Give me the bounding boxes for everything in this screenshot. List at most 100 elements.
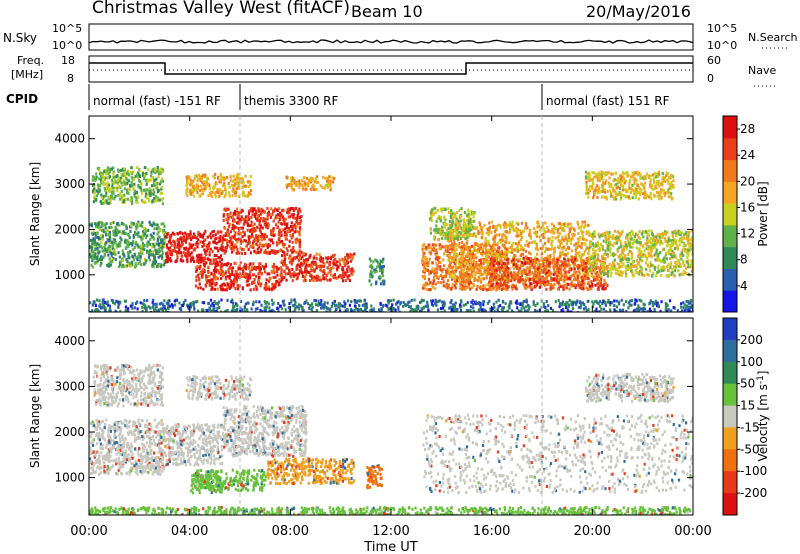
- power-cell: [581, 275, 584, 279]
- power-cell: [534, 284, 537, 288]
- power-cell: [301, 179, 304, 183]
- power-cell: [596, 282, 599, 286]
- power-cell: [109, 167, 112, 171]
- power-cell: [448, 239, 451, 243]
- power-cell: [511, 220, 514, 224]
- power-cell: [199, 240, 202, 244]
- power-cell: [207, 279, 210, 283]
- power-cell: [236, 285, 240, 289]
- power-cell: [122, 168, 125, 172]
- power-cell: [296, 273, 299, 277]
- power-cell: [584, 267, 587, 271]
- power-cell: [108, 195, 111, 199]
- power-cell: [560, 260, 563, 263]
- power-cell: [319, 256, 322, 260]
- power-cell: [117, 244, 120, 248]
- power-cell: [460, 263, 463, 267]
- power-cell: [348, 255, 351, 259]
- power-cell: [545, 287, 548, 291]
- power-cell: [165, 243, 169, 247]
- power-cell: [545, 282, 548, 286]
- power-cell: [429, 288, 432, 292]
- power-cell: [563, 273, 566, 277]
- power-cell: [257, 279, 260, 283]
- power-cell: [450, 247, 453, 251]
- power-cell: [285, 264, 288, 268]
- power-cell: [448, 237, 451, 241]
- power-cell: [603, 287, 606, 291]
- power-cell: [213, 176, 216, 180]
- power-cell: [108, 250, 111, 254]
- power-cell: [422, 275, 425, 279]
- power-cell: [553, 246, 556, 250]
- power-cell: [477, 275, 480, 279]
- power-cell: [190, 256, 193, 260]
- power-cell: [126, 188, 129, 192]
- power-cell: [285, 175, 288, 179]
- power-cell: [505, 238, 508, 242]
- power-cell: [453, 273, 456, 277]
- power-cell: [288, 239, 291, 243]
- power-cell: [139, 255, 142, 259]
- power-cell: [268, 287, 271, 291]
- power-cell: [143, 173, 146, 177]
- power-cell: [212, 281, 215, 285]
- power-cell: [269, 215, 273, 219]
- power-cell: [253, 281, 256, 285]
- power-cell: [207, 270, 210, 274]
- power-cell: [329, 188, 332, 192]
- power-cell: [143, 247, 146, 251]
- power-cell: [272, 231, 275, 235]
- power-cell: [588, 232, 591, 236]
- power-cell: [673, 230, 676, 234]
- power-cell: [136, 232, 139, 236]
- power-cell: [259, 267, 262, 271]
- power-cell: [441, 270, 444, 274]
- power-cell: [117, 177, 120, 180]
- power-cell: [480, 226, 483, 230]
- power-cell: [100, 175, 103, 179]
- power-cell: [459, 265, 462, 269]
- power-cell: [144, 178, 147, 182]
- power-cell: [567, 235, 570, 239]
- power-cell: [435, 251, 439, 255]
- power-cell: [261, 219, 265, 223]
- power-cell: [543, 236, 546, 240]
- power-cell: [304, 187, 307, 191]
- power-cell: [274, 207, 277, 211]
- power-cell: [503, 255, 506, 259]
- power-cell: [219, 173, 222, 176]
- power-cell: [288, 260, 291, 264]
- power-cell: [423, 269, 426, 273]
- power-cell: [195, 270, 198, 273]
- power-cell: [299, 270, 302, 274]
- power-cell: [298, 185, 301, 189]
- power-cell: [518, 266, 522, 270]
- power-cell: [470, 272, 473, 276]
- power-cell: [490, 288, 493, 292]
- power-cell: [314, 276, 318, 280]
- power-cell: [579, 276, 583, 279]
- power-cell: [680, 257, 683, 261]
- power-cell: [152, 260, 155, 264]
- power-cell: [120, 181, 123, 185]
- power-cell: [491, 248, 494, 252]
- power-cell: [470, 250, 473, 254]
- power-cell: [460, 268, 463, 272]
- power-cell: [106, 176, 109, 180]
- power-cell: [437, 256, 440, 260]
- power-cell: [525, 283, 528, 287]
- power-cell: [228, 223, 231, 226]
- power-cell: [350, 257, 353, 261]
- power-cell: [114, 240, 117, 244]
- power-cell: [319, 266, 322, 270]
- power-cell: [578, 244, 581, 248]
- power-cell: [250, 233, 253, 237]
- power-cell: [567, 259, 570, 262]
- power-cell: [342, 270, 345, 274]
- power-cell: [176, 252, 179, 256]
- power-cell: [438, 243, 441, 247]
- power-cell: [513, 278, 516, 282]
- power-cell: [302, 279, 305, 283]
- power-cell: [281, 278, 284, 282]
